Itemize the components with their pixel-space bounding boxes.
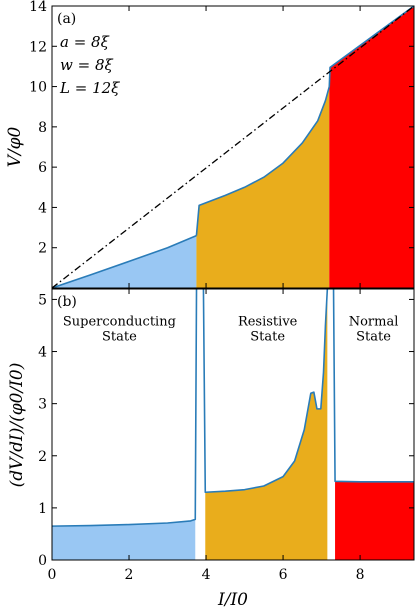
panel-a-ticks: 2 4 6 8 10 12 14: [29, 0, 414, 288]
y-tick-label: 0: [38, 553, 47, 569]
x-tick-label: 8: [356, 567, 365, 583]
panel-b-ylabel: (dV/dI)/(φ0/I0): [7, 363, 27, 488]
panel-b-frame: [51, 288, 415, 561]
y-tick-label: 4: [38, 200, 47, 216]
x-tick-label: 2: [125, 567, 134, 583]
panel-a-label: (a): [57, 11, 76, 27]
region-label-resistive: Resistive: [238, 314, 298, 329]
resistive-area: [196, 86, 330, 288]
normal-area: [329, 6, 414, 288]
panel-a-areas: [52, 6, 414, 288]
y-tick-label: 3: [38, 397, 47, 413]
panel-b-xlabel: I/I0: [217, 590, 248, 610]
panel-b-label: (b): [57, 294, 77, 310]
region-label-superconducting: State: [102, 329, 137, 344]
annotation-w: w = 8ξ: [60, 56, 113, 74]
region-label-superconducting: Superconducting: [63, 314, 176, 329]
y-tick-label: 2: [38, 241, 47, 257]
y-tick-label: 14: [29, 0, 47, 15]
panel-a-frame: [51, 5, 415, 289]
superconducting-area: [52, 519, 196, 560]
region-label-normal: Normal: [349, 314, 399, 329]
y-tick-label: 6: [38, 160, 47, 176]
superconducting-curve: [52, 234, 197, 288]
superconducting-area: [52, 235, 197, 288]
resistive-area: [205, 289, 328, 560]
panel-a: 2 4 6 8 10 12 14 (a) a = 8ξ w = 8ξ L = 12ξ V/φ…: [5, 0, 415, 289]
y-tick-label: 4: [38, 345, 47, 361]
resistive-curve: [195, 86, 331, 236]
y-tick-label: 10: [29, 80, 47, 96]
y-tick-label: 8: [38, 120, 47, 136]
annotation-a: a = 8ξ: [60, 33, 110, 51]
region-label-normal: State: [356, 329, 391, 344]
reference-dashdot-line: [52, 6, 414, 288]
x-tick-label: 6: [279, 567, 288, 583]
x-tick-label: 0: [48, 567, 57, 583]
y-tick-label: 5: [38, 292, 47, 308]
panel-b-areas: [52, 289, 414, 560]
x-tick-label: 4: [202, 567, 211, 583]
y-tick-label: 1: [38, 501, 47, 517]
region-label-resistive: State: [250, 329, 285, 344]
annotation-L: L = 12ξ: [59, 79, 120, 97]
panel-a-ylabel: V/φ0: [5, 126, 25, 167]
y-tick-label: 2: [38, 449, 47, 465]
normal-area: [335, 481, 414, 560]
region-labels: SuperconductingStateResistiveStateNormal…: [63, 314, 399, 344]
dvdi-curve: [52, 289, 414, 527]
normal-curve: [328, 6, 414, 87]
y-tick-label: 12: [29, 39, 47, 55]
panel-b-ticks: 0 1 2 3 4 5 0 2 4 6 8: [38, 289, 414, 583]
